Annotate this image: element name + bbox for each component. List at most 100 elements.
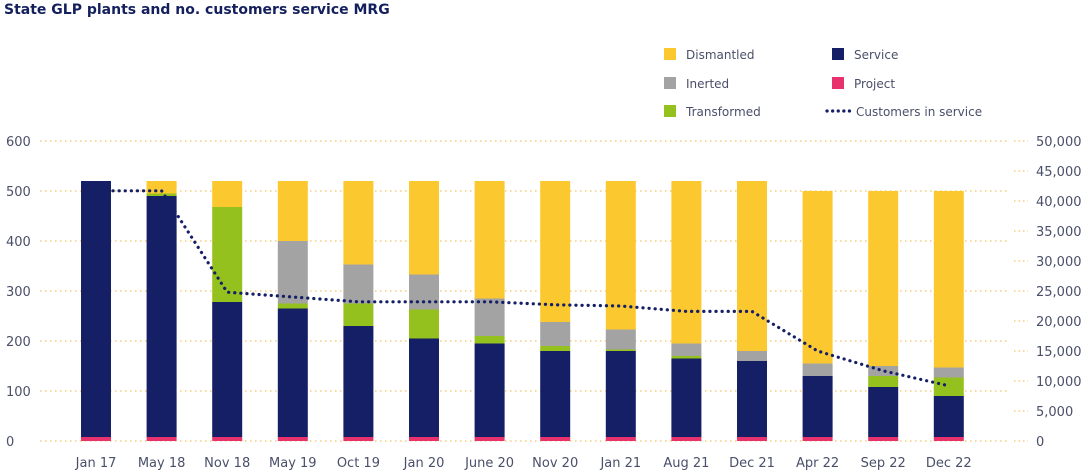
bar-project <box>277 437 308 441</box>
bar-project <box>737 437 767 441</box>
bar-inerted <box>540 322 571 346</box>
bar-transformed <box>540 346 571 351</box>
y2-tick-label: 30,000 <box>1036 255 1082 270</box>
bar-service <box>868 387 899 437</box>
bar-dismantled <box>802 191 833 364</box>
customers-line <box>111 189 951 388</box>
y-tick-label: 400 <box>6 235 31 250</box>
bar-dismantled <box>343 181 374 265</box>
legend-swatch-transformed <box>664 105 676 117</box>
bar-dismantled <box>212 181 243 207</box>
legend-label: Inerted <box>686 77 729 91</box>
y-tick-label: 200 <box>6 335 31 350</box>
bar-dismantled <box>409 181 439 275</box>
y-tick-label: 500 <box>6 185 31 200</box>
y-tick-label: 600 <box>6 135 31 150</box>
bar-service <box>605 351 636 437</box>
bar-inerted <box>671 343 702 356</box>
y2-tick-label: 15,000 <box>1036 345 1082 360</box>
x-tick-label: Apr 22 <box>796 456 839 470</box>
x-tick-label: June 20 <box>464 456 514 470</box>
bar-service <box>802 376 833 437</box>
x-tick-label: Nov 20 <box>532 456 578 470</box>
bar-inerted <box>605 329 636 350</box>
bar-project <box>933 437 964 441</box>
chart-title: State GLP plants and no. customers servi… <box>4 2 390 18</box>
bar-project <box>212 437 243 441</box>
bar-service <box>540 351 571 437</box>
bar-transformed <box>605 349 636 351</box>
x-tick-label: Dec 22 <box>926 456 972 470</box>
y2-tick-label: 20,000 <box>1036 315 1082 330</box>
bar-inerted <box>868 366 899 376</box>
bar-inerted <box>474 298 505 336</box>
legend-label: Transformed <box>685 105 761 119</box>
bar-transformed <box>409 309 439 339</box>
legend-swatch-dismantled <box>664 48 676 60</box>
x-tick-label: May 18 <box>138 456 186 470</box>
bar-inerted <box>277 241 308 304</box>
bar-service <box>409 338 439 437</box>
legend-label: Dismantled <box>686 48 755 62</box>
bar-inerted <box>343 264 374 304</box>
bar-inerted <box>802 363 833 376</box>
bar-transformed <box>933 377 964 396</box>
x-tick-label: May 19 <box>269 456 317 470</box>
bar-project <box>540 437 571 441</box>
x-tick-label: Aug 21 <box>663 456 709 470</box>
legend-label: Service <box>854 48 898 62</box>
y2-tick-label: 25,000 <box>1036 285 1082 300</box>
bar-service <box>671 358 702 437</box>
bar-dismantled <box>605 181 636 330</box>
bar-dismantled <box>540 181 571 322</box>
bar-transformed <box>474 336 505 344</box>
bar-dismantled <box>277 181 308 241</box>
x-tick-label: Dec 21 <box>729 456 775 470</box>
x-tick-label: Jan 21 <box>599 456 641 470</box>
bar-inerted <box>737 351 767 361</box>
bar-service <box>474 343 505 437</box>
y2-tick-label: 5,000 <box>1036 405 1073 420</box>
bar-service <box>737 361 767 437</box>
y2-tick-label: 50,000 <box>1036 135 1082 150</box>
bar-service <box>277 308 308 437</box>
y-tick-label: 300 <box>6 285 31 300</box>
bar-project <box>474 437 505 441</box>
bar-dismantled <box>737 181 767 351</box>
bar-service <box>81 181 111 437</box>
bar-service <box>933 396 964 437</box>
x-tick-label: Sep 22 <box>861 456 906 470</box>
legend-swatch-service <box>832 48 844 60</box>
bar-inerted <box>933 367 964 378</box>
bar-inerted <box>409 274 439 310</box>
bar-project <box>605 437 636 441</box>
x-tick-label: Jan 17 <box>75 456 117 470</box>
bar-project <box>343 437 374 441</box>
bar-project <box>146 437 177 441</box>
bar-project <box>868 437 899 441</box>
bar-service <box>146 196 177 437</box>
bar-project <box>671 437 702 441</box>
y-tick-label: 100 <box>6 385 31 400</box>
bar-dismantled <box>146 181 177 194</box>
y2-tick-label: 35,000 <box>1036 225 1082 240</box>
x-tick-label: Oct 19 <box>337 456 380 470</box>
bar-service <box>212 302 243 437</box>
y2-tick-label: 10,000 <box>1036 375 1082 390</box>
bar-transformed <box>343 303 374 326</box>
y2-tick-label: 0 <box>1036 435 1044 450</box>
bar-dismantled <box>474 181 505 299</box>
bar-transformed <box>277 303 308 309</box>
bar-transformed <box>212 207 243 302</box>
legend-label: Customers in service <box>856 105 982 119</box>
legend-swatch-inerted <box>664 77 676 89</box>
bar-dismantled <box>671 181 702 344</box>
bar-project <box>81 437 111 441</box>
bar-transformed <box>671 356 702 359</box>
bar-service <box>343 326 374 437</box>
y2-tick-label: 40,000 <box>1036 195 1082 210</box>
bar-dismantled <box>933 191 964 368</box>
y2-tick-label: 45,000 <box>1036 165 1082 180</box>
bar-project <box>802 437 833 441</box>
